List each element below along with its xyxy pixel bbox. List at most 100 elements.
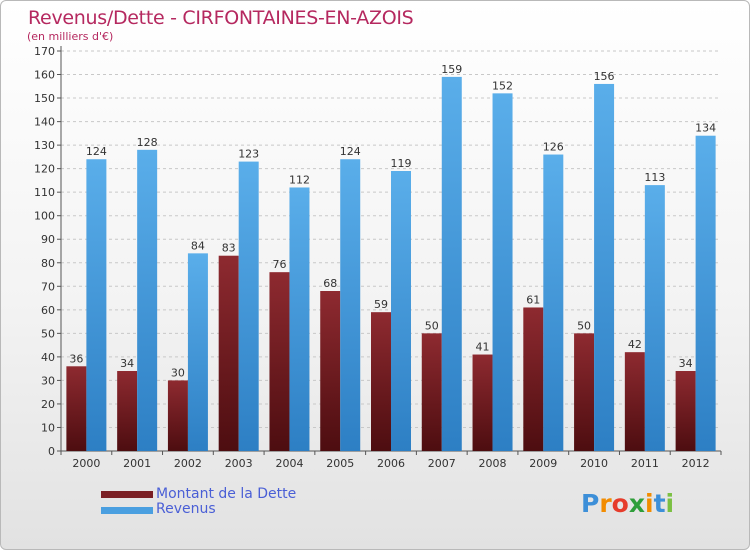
data-label-revenus: 112 (289, 173, 310, 186)
logo-letter: x (628, 489, 645, 518)
bar-dette (371, 312, 391, 451)
bar-revenus (187, 253, 208, 451)
y-tick-label: 50 (41, 327, 55, 340)
data-label-dette: 50 (577, 319, 591, 332)
data-label-dette: 42 (628, 338, 642, 351)
bar-dette (320, 291, 341, 451)
x-tick-label: 2003 (225, 457, 253, 470)
bar-revenus (543, 154, 564, 451)
data-label-revenus: 113 (644, 171, 665, 184)
bar-dette (675, 371, 696, 451)
data-label-dette: 83 (222, 242, 236, 255)
data-label-dette: 61 (526, 293, 540, 306)
x-tick-label: 2010 (580, 457, 608, 470)
y-tick-label: 150 (34, 92, 55, 105)
y-tick-label: 140 (34, 116, 55, 129)
x-tick-label: 2009 (529, 457, 557, 470)
y-tick-label: 20 (41, 398, 55, 411)
bars (66, 76, 716, 452)
data-label-dette: 50 (425, 319, 439, 332)
x-tick-label: 2005 (326, 457, 354, 470)
data-label-dette: 36 (69, 352, 83, 365)
bar-dette (167, 380, 188, 451)
legend-swatch-revenus (101, 507, 153, 514)
data-labels: 36 124 34 128 30 84 83 123 76 112 68 124 59 119 50 159 4… (69, 63, 716, 380)
chart-subtitle: (en milliers d'€) (27, 30, 114, 43)
data-label-revenus: 84 (191, 239, 205, 252)
data-label-revenus: 128 (137, 136, 158, 149)
data-label-dette: 41 (476, 341, 490, 354)
data-label-dette: 34 (679, 357, 693, 370)
data-label-dette: 34 (120, 357, 134, 370)
logo-letter: t (653, 489, 666, 518)
bar-dette (117, 371, 138, 451)
y-tick-label: 70 (41, 280, 55, 293)
bar-revenus (391, 171, 411, 451)
data-label-revenus: 123 (238, 148, 259, 161)
data-label-revenus: 119 (391, 157, 412, 170)
y-tick-label: 110 (34, 186, 55, 199)
bar-dette (269, 272, 290, 451)
logo-letter: P (581, 489, 600, 518)
bar-revenus (238, 161, 259, 451)
y-tick-label: 10 (41, 421, 55, 434)
bar-revenus (289, 187, 310, 451)
bar-revenus (441, 76, 462, 451)
data-label-revenus: 152 (492, 79, 513, 92)
logo-letter: r (599, 489, 612, 518)
bar-dette (421, 333, 442, 451)
x-tick-label: 2000 (72, 457, 100, 470)
data-label-revenus: 134 (695, 122, 716, 135)
x-tick-label: 2007 (428, 457, 456, 470)
bar-dette (218, 255, 239, 451)
x-tick-label: 2004 (275, 457, 303, 470)
chart-title: Revenus/Dette - CIRFONTAINES-EN-AZOIS (28, 7, 414, 29)
bar-dette (66, 366, 87, 451)
data-label-dette: 30 (171, 366, 185, 379)
bar-revenus (137, 149, 158, 451)
bar-revenus (644, 185, 665, 451)
legend-label-dette: Montant de la Dette (156, 486, 297, 502)
data-label-revenus: 124 (86, 145, 107, 158)
y-tick-label: 60 (41, 304, 55, 317)
bar-dette (574, 333, 595, 451)
y-tick-label: 90 (41, 233, 55, 246)
logo-letter: o (611, 489, 629, 518)
logo-letter: i (665, 489, 675, 518)
y-tick-label: 170 (34, 45, 55, 58)
data-label-dette: 76 (272, 258, 286, 271)
data-label-dette: 59 (374, 298, 388, 311)
y-tick-label: 130 (34, 139, 55, 152)
legend-swatch-dette (101, 491, 153, 498)
axes: 0 10 20 30 40 50 60 70 80 90 100 110 120 130 140 150 160… (34, 45, 722, 470)
y-tick-label: 160 (34, 69, 55, 82)
y-tick-label: 80 (41, 257, 55, 270)
data-label-revenus: 124 (340, 145, 361, 158)
data-label-revenus: 159 (441, 63, 462, 76)
bar-revenus (86, 159, 107, 451)
bar-revenus (695, 135, 716, 452)
y-tick-label: 120 (34, 163, 55, 176)
bar-dette (472, 354, 493, 451)
x-tick-label: 2002 (174, 457, 202, 470)
bar-dette (523, 307, 544, 451)
x-tick-label: 2012 (682, 457, 710, 470)
data-label-revenus: 156 (594, 70, 615, 83)
x-tick-label: 2011 (631, 457, 659, 470)
bar-dette (624, 352, 645, 451)
bar-revenus (594, 83, 615, 452)
x-tick-label: 2001 (123, 457, 151, 470)
y-tick-label: 100 (34, 210, 55, 223)
x-tick-label: 2006 (377, 457, 405, 470)
legend-label-revenus: Revenus (156, 501, 216, 517)
proxiti-logo: Proxiti (581, 489, 674, 518)
y-tick-label: 0 (48, 445, 55, 458)
bar-revenus (492, 93, 513, 452)
y-tick-label: 30 (41, 374, 55, 387)
bar-revenus (340, 159, 361, 451)
data-label-dette: 68 (323, 277, 337, 290)
data-label-revenus: 126 (543, 141, 564, 154)
x-tick-label: 2008 (479, 457, 507, 470)
